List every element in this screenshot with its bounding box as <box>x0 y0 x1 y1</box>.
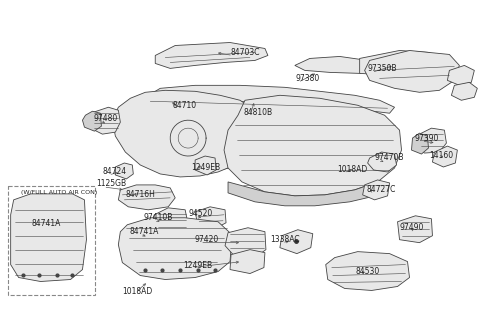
Polygon shape <box>195 156 216 175</box>
Polygon shape <box>119 185 175 210</box>
Text: 84727C: 84727C <box>367 185 396 195</box>
Text: (W/FULL AUTO AIR CON): (W/FULL AUTO AIR CON) <box>21 190 97 195</box>
Polygon shape <box>115 163 133 179</box>
Polygon shape <box>451 82 477 100</box>
Text: 97480: 97480 <box>94 114 118 123</box>
Polygon shape <box>224 95 402 196</box>
Text: 1018AD: 1018AD <box>336 165 367 174</box>
Text: 97350B: 97350B <box>368 64 397 73</box>
Text: 84710: 84710 <box>172 101 196 110</box>
Polygon shape <box>225 228 266 257</box>
Text: 84724: 84724 <box>102 168 127 176</box>
Text: 94520: 94520 <box>188 209 213 218</box>
Polygon shape <box>83 111 101 131</box>
Text: 97470B: 97470B <box>374 153 404 161</box>
Text: 97490: 97490 <box>399 223 424 232</box>
Text: 14160: 14160 <box>430 151 454 159</box>
Text: 1249EB: 1249EB <box>191 163 220 173</box>
Text: 84716H: 84716H <box>125 190 155 199</box>
Text: 97410B: 97410B <box>144 213 173 222</box>
Polygon shape <box>415 128 446 153</box>
Polygon shape <box>360 51 439 75</box>
Text: 84810B: 84810B <box>244 108 273 117</box>
Text: 97380: 97380 <box>296 74 320 83</box>
Polygon shape <box>88 107 120 134</box>
Polygon shape <box>280 230 313 254</box>
Polygon shape <box>363 180 390 200</box>
Polygon shape <box>230 250 265 274</box>
Polygon shape <box>432 146 457 167</box>
Text: 1249EB: 1249EB <box>183 261 212 270</box>
Text: 1125GB: 1125GB <box>96 179 127 188</box>
Text: 84741A: 84741A <box>129 227 159 236</box>
Polygon shape <box>119 108 270 172</box>
Bar <box>8 186 96 296</box>
Text: 97420: 97420 <box>194 235 218 244</box>
Polygon shape <box>368 152 396 172</box>
Polygon shape <box>295 56 372 73</box>
Polygon shape <box>411 133 429 154</box>
Polygon shape <box>150 208 188 233</box>
Polygon shape <box>397 216 432 243</box>
Text: 84530: 84530 <box>356 267 380 276</box>
Polygon shape <box>11 194 86 281</box>
Polygon shape <box>112 90 258 177</box>
Polygon shape <box>145 85 395 113</box>
Text: 1338AC: 1338AC <box>270 235 300 244</box>
Text: 97390: 97390 <box>415 133 439 143</box>
Polygon shape <box>365 51 459 92</box>
Polygon shape <box>119 218 232 279</box>
Text: 1018AD: 1018AD <box>122 287 153 296</box>
Text: 84741A: 84741A <box>32 219 61 228</box>
Polygon shape <box>195 207 226 229</box>
Polygon shape <box>228 182 380 206</box>
Text: 84703C: 84703C <box>230 48 260 57</box>
Polygon shape <box>326 252 409 291</box>
Polygon shape <box>447 65 474 85</box>
Polygon shape <box>155 43 268 69</box>
